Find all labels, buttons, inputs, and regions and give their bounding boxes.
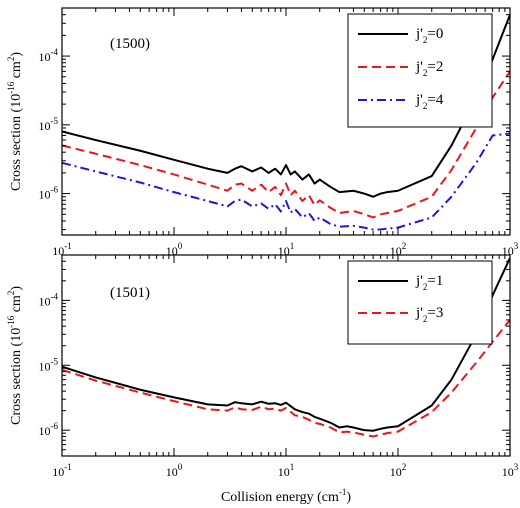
panel-label: (1501) <box>110 285 150 301</box>
y-tick-label: 10-6 <box>39 421 59 438</box>
legend: j'2=0j'2=2j'2=4 <box>348 14 492 127</box>
x-tick-label: 103 <box>502 462 519 479</box>
y-tick-label: 10-5 <box>39 116 59 133</box>
x-tick-label: 100 <box>166 462 183 479</box>
panel-1: 10-1 100 101 102 103 10-6 10-5 10-4 Cross sectio… <box>6 255 519 505</box>
x-axis-label: Collision energy (cm-1) <box>221 487 351 505</box>
panel-label: (1500) <box>110 36 150 52</box>
x-tick-label: 102 <box>390 462 407 479</box>
y-tick-label: 10-6 <box>39 185 59 202</box>
y-tick-label: 10-4 <box>39 47 59 64</box>
y-tick-label: 10-4 <box>39 291 59 308</box>
legend: j'2=1j'2=3 <box>348 261 492 344</box>
x-tick-label: 101 <box>278 462 295 479</box>
y-axis-label: Cross section (10-16 cm2) <box>6 286 24 425</box>
y-tick-label: 10-5 <box>39 356 59 373</box>
x-tick-label: 10-1 <box>52 462 72 479</box>
y-axis-label: Cross section (10-16 cm2) <box>6 52 24 191</box>
